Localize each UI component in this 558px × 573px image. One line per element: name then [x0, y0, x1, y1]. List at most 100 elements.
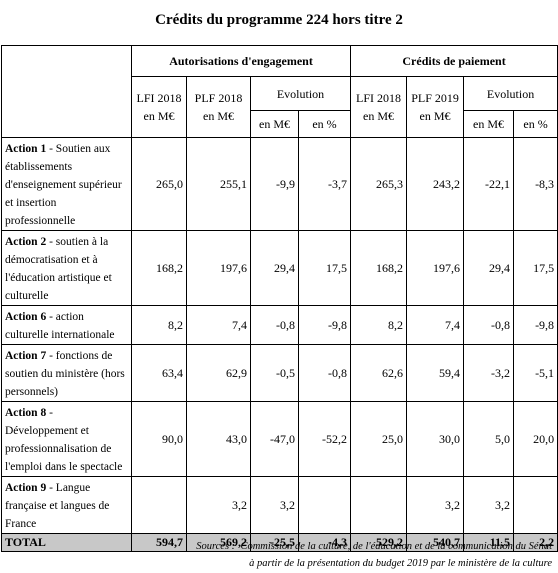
- action-label: - Soutien aux établissements d'enseignem…: [5, 143, 122, 227]
- data-row: Action 7 - fonctions de soutien du minis…: [1, 344, 558, 402]
- column-header: Evolution: [249, 76, 352, 111]
- total-cell: 540,7: [406, 533, 465, 552]
- subcolumn-header: en %: [297, 110, 352, 138]
- value-cell: 5,0: [463, 401, 515, 477]
- total-cell: -4,3: [297, 533, 352, 552]
- source-line: à partir de la présentation du budget 20…: [249, 558, 552, 569]
- value-cell: 8,2: [131, 305, 187, 345]
- column-header: Evolution: [463, 76, 558, 111]
- row-label: Action 2 - soutien à la démocratisation …: [1, 230, 132, 306]
- corner-cell: [1, 45, 132, 138]
- total-row: TOTAL 594,7 569,2 -25,5 -4,3 529,2 540,7 11,5 2,…: [1, 533, 558, 552]
- value-cell: 3,2: [186, 476, 251, 534]
- value-cell: 265,0: [131, 137, 187, 231]
- value-cell: 265,3: [350, 137, 408, 231]
- value-cell: 168,2: [350, 230, 408, 306]
- action-label: - fonctions de soutien du ministère (hor…: [5, 350, 125, 398]
- source-prefix: Sources :: [196, 541, 236, 552]
- value-cell: 197,6: [406, 230, 465, 306]
- value-cell: -0,8: [297, 344, 352, 402]
- value-cell: 63,4: [131, 344, 187, 402]
- value-cell: 3,2: [463, 476, 515, 534]
- value-cell: -0,8: [250, 305, 299, 345]
- data-row: Action 1 - Soutien aux établissements d'…: [1, 137, 558, 231]
- value-cell: 62,9: [186, 344, 251, 402]
- value-cell: 7,4: [186, 305, 251, 345]
- value-cell: -0,5: [250, 344, 299, 402]
- total-cell: 529,2: [350, 533, 408, 552]
- source-line: Sources : Commission de la culture, de l…: [196, 538, 552, 555]
- value-cell: 168,2: [131, 230, 187, 306]
- total-cell: 594,7: [131, 533, 187, 552]
- total-label: TOTAL: [1, 533, 132, 552]
- value-cell: 90,0: [131, 401, 187, 477]
- value-cell: -3,2: [463, 344, 515, 402]
- total-cell: 2,2: [513, 533, 558, 552]
- column-header: PLF 2019 en M€: [406, 76, 465, 138]
- data-row: Action 9 - Langue française et langues d…: [1, 476, 558, 534]
- value-cell: [297, 476, 352, 534]
- value-cell: [131, 476, 187, 534]
- value-cell: 43,0: [186, 401, 251, 477]
- action-name: Action 1: [5, 143, 47, 155]
- header-row: Autorisations d'engagement Crédits de pai…: [1, 45, 558, 138]
- value-cell: [513, 476, 558, 534]
- table: Autorisations d'engagement Crédits de pai…: [1, 45, 558, 552]
- action-label: - Langue française et langues de France: [5, 482, 110, 530]
- action-label: - action culturelle internationale: [5, 311, 115, 341]
- column-header: PLF 2018 en M€: [186, 76, 251, 138]
- value-cell: 3,2: [406, 476, 465, 534]
- value-cell: -47,0: [250, 401, 299, 477]
- row-label: Action 1 - Soutien aux établissements d'…: [1, 137, 132, 231]
- value-cell: -0,8: [463, 305, 515, 345]
- action-name: Action 7: [5, 350, 47, 362]
- source-text: Commission de la culture, de l'éducation…: [240, 541, 552, 552]
- value-cell: 8,2: [350, 305, 408, 345]
- value-cell: -22,1: [463, 137, 515, 231]
- header-row: LFI 2018 en M€ PLF 2018 en M€ Evolution LFI…: [2, 76, 558, 138]
- value-cell: 255,1: [186, 137, 251, 231]
- group-header: Autorisations d'engagement: [130, 45, 352, 77]
- value-cell: 25,0: [350, 401, 408, 477]
- value-cell: -5,1: [513, 344, 558, 402]
- value-cell: 29,4: [250, 230, 299, 306]
- value-cell: 3,2: [250, 476, 299, 534]
- row-label: Action 6 - action culturelle internation…: [1, 305, 132, 345]
- row-label: Action 7 - fonctions de soutien du minis…: [1, 344, 132, 402]
- row-label: Action 8 - Développement et professionna…: [1, 401, 132, 477]
- value-cell: -3,7: [297, 137, 352, 231]
- value-cell: 20,0: [513, 401, 558, 477]
- group-header: Crédits de paiement: [350, 45, 558, 77]
- source: Sources : Commission de la culture, de l…: [196, 538, 552, 572]
- value-cell: -9,8: [513, 305, 558, 345]
- action-name: Action 2: [5, 236, 47, 248]
- action-label: - soutien à la démocratisation et à l'éd…: [5, 236, 112, 302]
- data-row: Action 8 - Développement et professionna…: [1, 401, 558, 477]
- data-row: Action 2 - soutien à la démocratisation …: [1, 230, 558, 306]
- row-label: Action 9 - Langue française et langues d…: [1, 476, 132, 534]
- value-cell: -9,8: [297, 305, 352, 345]
- value-cell: -9,9: [250, 137, 299, 231]
- value-cell: 17,5: [513, 230, 558, 306]
- action-name: Action 6: [5, 311, 47, 323]
- column-header: LFI 2018 en M€: [350, 76, 408, 138]
- title: Crédits du programme 224 hors titre 2: [155, 12, 403, 28]
- subcolumn-header: en M€: [250, 110, 299, 138]
- value-cell: -8,3: [513, 137, 558, 231]
- action-name: Action 9: [5, 482, 47, 494]
- value-cell: [350, 476, 408, 534]
- value-cell: -52,2: [297, 401, 352, 477]
- data-row: Action 6 - action culturelle internation…: [1, 305, 558, 345]
- subcolumn-header: en M€: [463, 110, 515, 138]
- value-cell: 197,6: [186, 230, 251, 306]
- value-cell: 29,4: [463, 230, 515, 306]
- value-cell: 243,2: [406, 137, 465, 231]
- action-label: - Développement et professionnalisation …: [5, 407, 123, 473]
- column-header: LFI 2018 en M€: [131, 76, 187, 138]
- total-cell: 569,2: [186, 533, 251, 552]
- header-row: en M€ en % en M€ en %: [2, 110, 558, 138]
- total-cell: -25,5: [250, 533, 299, 552]
- value-cell: 7,4: [406, 305, 465, 345]
- value-cell: 17,5: [297, 230, 352, 306]
